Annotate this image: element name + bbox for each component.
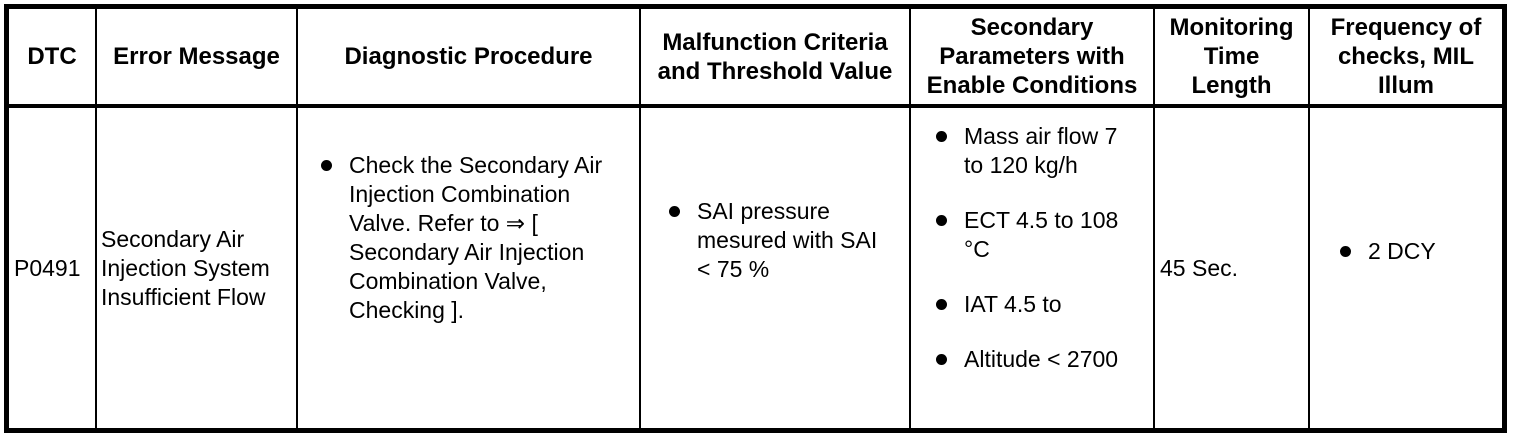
cell-frequency: 2 DCY: [1310, 108, 1502, 428]
cell-secondary-parameters: Mass air flow 7 to 120 kg/h ECT 4.5 to 1…: [911, 108, 1155, 428]
error-message-text: Secondary Air Injection System Insuffici…: [101, 225, 270, 310]
bullet-icon: [936, 206, 964, 235]
list-item: 2 DCY: [1340, 237, 1502, 266]
diagnostic-procedure-text: Check the Secondary Air Injection Combin…: [349, 152, 603, 323]
header-cell-monitoring-time: Monitoring Time Length: [1155, 9, 1310, 104]
list-item: IAT 4.5 to: [936, 290, 1147, 319]
table-header-row: DTC Error Message Diagnostic Procedure M…: [9, 9, 1502, 108]
bullet-icon: [936, 290, 964, 319]
header-cell-frequency: Frequency of checks, MIL Illum: [1330, 14, 1482, 99]
header-cell-diagnostic-procedure: Diagnostic Procedure: [298, 9, 641, 104]
dtc-code: P0491: [14, 254, 81, 281]
dtc-table: DTC Error Message Diagnostic Procedure M…: [4, 4, 1507, 433]
list-item: ECT 4.5 to 108 °C: [936, 206, 1147, 264]
header-cell-error-message: Error Message: [97, 9, 298, 104]
bullet-icon: [669, 197, 697, 226]
malfunction-criteria-text: SAI pressure mesured with SAI < 75 %: [697, 197, 878, 282]
header-cell-dtc: DTC: [9, 9, 97, 104]
secondary-parameter-text: Altitude < 2700: [964, 346, 1119, 372]
list-item: Check the Secondary Air Injection Combin…: [321, 151, 631, 325]
header-cell-malfunction-criteria: Malfunction Criteria and Threshold Value: [641, 9, 911, 104]
cell-diagnostic-procedure: Check the Secondary Air Injection Combin…: [298, 108, 641, 428]
list-item: Altitude < 2700: [936, 345, 1147, 374]
header-cell-secondary-parameters: Secondary Parameters with Enable Conditi…: [911, 9, 1155, 104]
bullet-icon: [936, 122, 964, 151]
cell-malfunction-criteria: SAI pressure mesured with SAI < 75 %: [641, 108, 911, 428]
table-body-row: P0491 Secondary Air Injection System Ins…: [9, 108, 1502, 428]
bullet-icon: [1340, 237, 1368, 266]
frequency-text: 2 DCY: [1368, 237, 1436, 264]
secondary-parameter-text: ECT 4.5 to 108 °C: [964, 207, 1119, 262]
cell-monitoring-time: 45 Sec.: [1155, 108, 1310, 428]
secondary-parameter-text: Mass air flow 7 to 120 kg/h: [964, 123, 1118, 178]
cell-error-message: Secondary Air Injection System Insuffici…: [97, 108, 298, 428]
list-item: Mass air flow 7 to 120 kg/h: [936, 122, 1147, 180]
bullet-icon: [936, 345, 964, 374]
cell-dtc: P0491: [9, 108, 97, 428]
monitoring-time-text: 45 Sec.: [1160, 254, 1238, 281]
secondary-parameter-text: IAT 4.5 to: [964, 291, 1062, 317]
bullet-icon: [321, 151, 349, 180]
list-item: SAI pressure mesured with SAI < 75 %: [669, 197, 901, 284]
